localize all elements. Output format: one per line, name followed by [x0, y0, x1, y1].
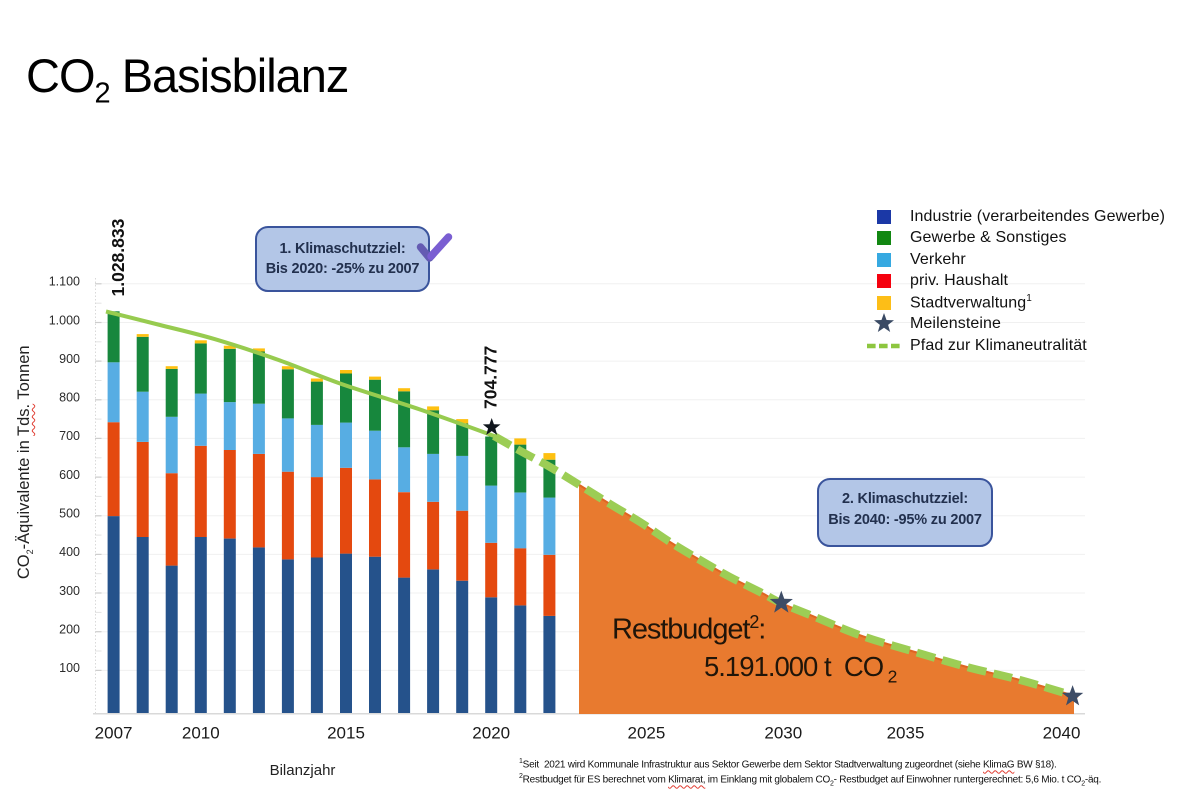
svg-text:1.028.833: 1.028.833	[108, 218, 128, 296]
svg-text:400: 400	[59, 545, 80, 559]
svg-text:500: 500	[59, 507, 80, 521]
svg-text:300: 300	[59, 584, 80, 598]
svg-text:2020: 2020	[472, 724, 510, 743]
svg-text:2030: 2030	[764, 724, 802, 743]
svg-text:100: 100	[59, 661, 80, 675]
svg-text:2007: 2007	[95, 724, 133, 743]
svg-text:1.100: 1.100	[49, 275, 80, 289]
svg-text:2035: 2035	[887, 724, 925, 743]
svg-text:800: 800	[59, 391, 80, 405]
svg-text:200: 200	[59, 623, 80, 637]
svg-text:2025: 2025	[627, 724, 665, 743]
svg-text:1.000: 1.000	[49, 313, 80, 327]
svg-text:2040: 2040	[1043, 724, 1081, 743]
svg-text:700: 700	[59, 429, 80, 443]
svg-text:900: 900	[59, 352, 80, 366]
svg-text:2010: 2010	[182, 724, 220, 743]
svg-text:704.777: 704.777	[481, 346, 501, 409]
svg-text:600: 600	[59, 468, 80, 482]
svg-text:2015: 2015	[327, 724, 365, 743]
